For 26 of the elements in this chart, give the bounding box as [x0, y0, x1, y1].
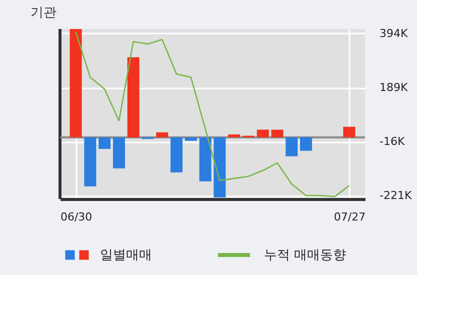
bar [199, 137, 212, 182]
bar [112, 137, 125, 168]
legend-label: 누적 매매동향 [264, 248, 346, 263]
bar [170, 137, 183, 172]
bar [343, 126, 356, 138]
bar [214, 137, 226, 198]
bar [184, 137, 197, 141]
y-tick-label: 189K [380, 81, 408, 94]
y-tick-label: 394K [380, 26, 408, 40]
bar [84, 137, 96, 186]
bar [98, 137, 111, 149]
y-tick-label: -221K [380, 189, 412, 202]
bar [228, 134, 240, 138]
legend-label: 일별매매 [100, 248, 152, 263]
y-tick-label: -16K [380, 135, 406, 148]
bar [286, 137, 298, 156]
bar [300, 137, 312, 151]
x-tick-label: 06/30 [60, 210, 92, 224]
bar [127, 57, 140, 138]
bar [271, 130, 284, 138]
x-tick-label: 07/27 [334, 210, 366, 224]
chart-title: 기관 [30, 5, 56, 20]
line-series [75, 31, 350, 198]
bar [256, 130, 269, 138]
bar [70, 29, 82, 138]
bar [156, 132, 168, 138]
